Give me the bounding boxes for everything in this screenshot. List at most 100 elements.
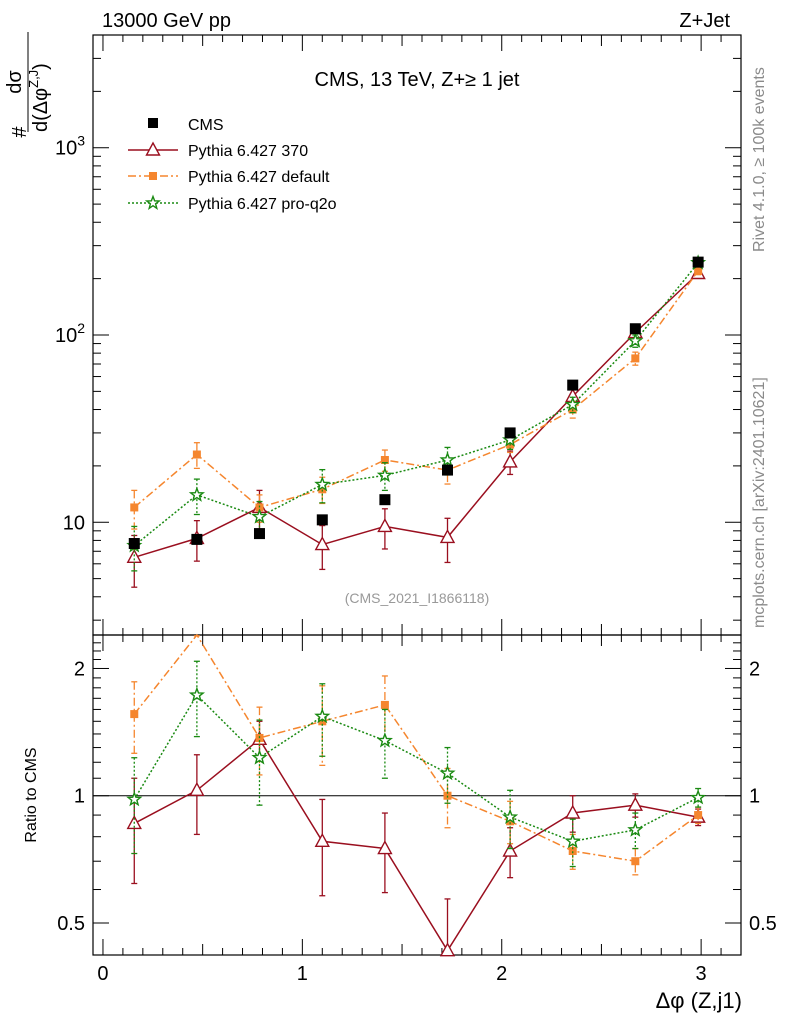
main-series-line (133, 262, 699, 547)
ratio-370-point (377, 840, 393, 855)
main-y-axis: 10 10 2 103 (55, 34, 741, 621)
legend-entry-pythia-default: Pythia 6.427 default (128, 169, 330, 186)
main-370-point (439, 528, 456, 544)
ratio-370-point (189, 781, 205, 797)
legend-370-label: Pythia 6.427 370 (188, 143, 308, 160)
rivet-label: Rivet 4.1.0, ≥ 100k events (751, 67, 768, 252)
main-y-tick-label: 103 (55, 133, 85, 160)
legend-default-label: Pythia 6.427 default (188, 169, 330, 186)
analysis-watermark: (CMS_2021_I1866118) (345, 590, 490, 606)
ratio-370-point (439, 942, 456, 957)
ratio-series-group (130, 633, 703, 876)
main-cms-point (567, 379, 579, 391)
ratio-default-point (130, 710, 139, 719)
x-axis: 0 1 2 3 (97, 35, 742, 985)
legend-cms-marker (148, 118, 158, 128)
ratio-y-tick-label-right: 0.5 (749, 913, 777, 935)
main-default-point (192, 450, 201, 459)
main-y-tick-label-exp: 3 (77, 133, 85, 149)
main-q2o-point (627, 332, 644, 348)
x-tick-label: 1 (297, 963, 308, 985)
main-cms-point (629, 323, 641, 335)
ratio-panel-frame (92, 634, 742, 956)
ratio-370-point (565, 804, 581, 819)
main-370-point (502, 453, 518, 468)
main-cms-point (442, 464, 454, 476)
main-default-point (631, 354, 640, 363)
x-tick-label: 3 (696, 963, 707, 985)
main-series-group (130, 266, 703, 530)
main-y-axis-label: # dσ d(ΔφZ,J) (4, 32, 52, 138)
main-cms-point (379, 494, 391, 506)
ratio-q2o-point (376, 732, 393, 748)
ratio-default-point (380, 700, 389, 709)
main-default-point (380, 456, 389, 465)
main-y-tick-label-exp: 2 (77, 320, 85, 336)
chart-title: CMS, 13 TeV, Z+≥ 1 jet (315, 69, 520, 91)
main-series-group (128, 256, 704, 550)
main-default-point (694, 266, 703, 275)
x-tick-label: 2 (496, 963, 507, 985)
ratio-y-tick-label-left: 0.5 (57, 913, 85, 935)
x-tick-label: 0 (97, 963, 108, 985)
main-q2o-point (439, 451, 456, 467)
mcplots-label: mcplots.cern.ch [arXiv:2401.10621] (751, 377, 768, 628)
main-series-line (134, 272, 699, 559)
ratio-default-point (694, 811, 703, 820)
legend: CMS Pythia 6.427 370 Pythia 6.427 defaul… (128, 117, 337, 213)
ratio-q2o-point (126, 790, 143, 807)
ratio-series-line (133, 633, 699, 862)
legend-q2o-marker (144, 194, 162, 210)
main-370-point (314, 536, 330, 551)
main-cms-point (316, 514, 328, 526)
ratio-y-tick-label-right: 1 (749, 786, 760, 808)
ratio-y-axis-label: Ratio to CMS (23, 747, 40, 842)
main-q2o-point (314, 475, 331, 492)
main-q2o-point (188, 486, 206, 502)
legend-entry-cms: CMS (148, 117, 224, 134)
main-cms-point (191, 533, 203, 545)
ratio-panel-series (126, 633, 707, 957)
x-axis-label: Δφ (Z,j1) (656, 988, 742, 1013)
legend-entry-pythia-pro-q2o: Pythia 6.427 pro-q2o (128, 194, 337, 213)
ratio-q2o-point (251, 749, 268, 765)
main-cms-point (504, 427, 516, 439)
ratio-y-tick-label-left: 1 (74, 786, 85, 808)
ratio-y-tick-label-right: 2 (749, 658, 760, 680)
ratio-370-point (502, 842, 518, 857)
main-series-line (133, 270, 699, 509)
y-label-hash: # (9, 126, 31, 138)
main-y-tick-label: 10 (63, 512, 85, 534)
header-left-label: 13000 GeV pp (102, 10, 231, 32)
main-cms-point (692, 256, 704, 268)
main-default-point (130, 503, 139, 512)
ratio-default-point (631, 857, 640, 866)
ratio-y-axis: 0.5 0.5 1 1 2 2 (57, 634, 777, 935)
main-panel-series (126, 254, 707, 588)
ratio-q2o-point (502, 808, 519, 825)
main-cms-point (253, 528, 265, 540)
main-y-tick-label-base: 10 (55, 138, 77, 160)
legend-entry-pythia-370: Pythia 6.427 370 (128, 141, 308, 160)
legend-cms-label: CMS (188, 117, 224, 134)
main-default-point (318, 485, 327, 494)
ratio-series-line (133, 738, 699, 953)
main-cms-point (128, 538, 140, 550)
ratio-series-line (133, 693, 699, 843)
legend-default-marker (149, 172, 157, 180)
ratio-370-point (314, 832, 330, 848)
main-series-group (126, 254, 707, 572)
y-label-numerator: dσ (4, 70, 26, 94)
ratio-series-group (126, 720, 706, 957)
main-series-group (126, 265, 706, 588)
y-label-denominator: d(ΔφZ,J) (26, 63, 52, 132)
main-370-point (377, 517, 393, 533)
main-q2o-point (564, 396, 581, 412)
ratio-default-point (568, 847, 577, 856)
y-label-den-sup: Z,J (26, 70, 41, 88)
ratio-q2o-point (439, 764, 456, 781)
ratio-y-tick-label-left: 2 (74, 658, 85, 680)
main-q2o-point (251, 508, 268, 524)
ratio-q2o-point (314, 708, 331, 724)
